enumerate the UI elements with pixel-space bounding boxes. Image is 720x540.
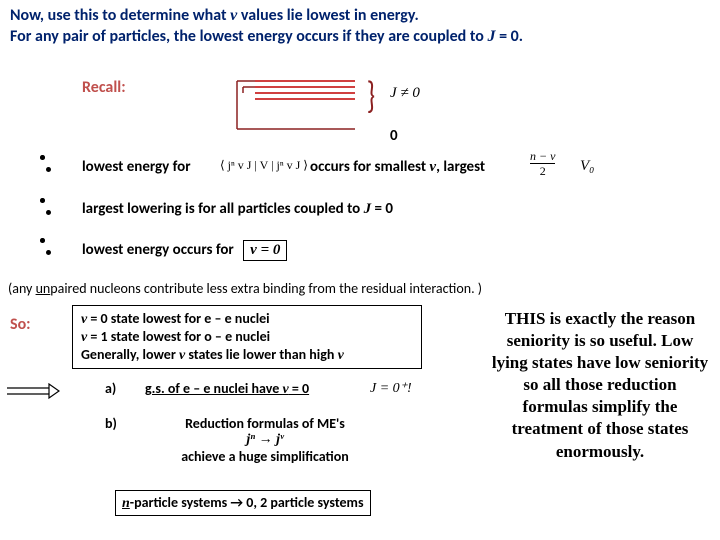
b2l3v2: v (338, 348, 344, 363)
explanation-text: THIS is exactly the reason seniority is … (490, 308, 710, 463)
item-a-text: g.s. of e – e nuclei have v = 0 (145, 380, 309, 398)
arrow-icon (5, 383, 60, 403)
zero-label: 0 (390, 127, 398, 145)
row2-b: = 0 (371, 200, 393, 218)
j-neq-label: J ≠ 0 (390, 85, 420, 102)
ib-formula: jⁿ → jᵛ (145, 432, 385, 448)
title-2a: For any pair of particles, the lowest en… (10, 27, 487, 46)
b2l1b: = 0 state lowest for e – e nuclei (87, 310, 269, 327)
n-particle-box: n-particle systems → 0, 2 particle syste… (115, 490, 371, 516)
box2-l2: v = 1 state lowest for o – e nuclei (81, 328, 413, 346)
v0-label: V₀ (580, 158, 594, 175)
row1-b-txt: occurs for smallest (310, 158, 429, 176)
frac-bot: 2 (530, 165, 555, 177)
summary-box: v = 0 state lowest for e – e nuclei v = … (72, 305, 422, 369)
row1-a: lowest energy for (82, 158, 191, 176)
b3a: n (122, 496, 130, 511)
matrix-element: ⟨ jⁿ v J | V | jⁿ v J ⟩ (220, 158, 308, 173)
b3b: -particle systems → 0, 2 particle system… (130, 494, 364, 511)
unp-c: paired nucleons contribute less extra bi… (50, 280, 482, 297)
b2l2b: = 1 state lowest for o – e nuclei (87, 328, 270, 345)
title-2b: = 0. (495, 27, 523, 46)
title-line-1: Now, use this to determine what v values… (10, 6, 710, 27)
unp-b: un (36, 280, 51, 297)
boxed-v0: v = 0 (243, 240, 287, 261)
box2-l3: Generally, lower v states lie lower than… (81, 346, 413, 364)
j-eq-label: J = 0⁺! (370, 380, 412, 397)
so-label: So: (10, 315, 31, 334)
item-b-text: Reduction formulas of ME's jⁿ → jᵛ achie… (145, 415, 385, 465)
unpaired-note: (any unpaired nucleons contribute less e… (8, 280, 482, 297)
item-b-label: b) (105, 415, 117, 432)
title-1a: Now, use this to determine what (10, 6, 230, 25)
var-j-2: J (364, 201, 372, 217)
recall-label: Recall: (82, 78, 126, 97)
row2-a: largest lowering is for all particles co… (82, 200, 364, 218)
unp-a: (any (8, 280, 36, 297)
ib-2: achieve a huge simplification (145, 448, 385, 465)
title-line-2: For any pair of particles, the lowest en… (10, 27, 710, 48)
b2l3a: Generally, lower (81, 346, 179, 363)
ib-1: Reduction formulas of ME's (145, 415, 385, 432)
title-1b: values lie lowest in energy. (237, 6, 418, 25)
row3-a: lowest energy occurs for (82, 241, 234, 259)
row1-c: , largest (436, 158, 485, 176)
frac-top: n − v (530, 150, 555, 162)
item-a-label: a) (105, 380, 116, 397)
title-block: Now, use this to determine what v values… (0, 0, 720, 52)
row3: lowest energy occurs for v = 0 (82, 240, 287, 261)
row2: largest lowering is for all particles co… (82, 200, 393, 218)
fraction: n − v 2 (530, 150, 555, 177)
level-diagram (225, 75, 365, 135)
b2l3b: states lie lower than high (185, 346, 337, 363)
box2-l1: v = 0 state lowest for e – e nuclei (81, 310, 413, 328)
bracket-icon: } (367, 73, 375, 119)
ia-a: g.s. of e – e nuclei have (145, 380, 282, 397)
row1-b: occurs for smallest v, largest (310, 158, 485, 176)
ia-b: = 0 (289, 380, 309, 397)
